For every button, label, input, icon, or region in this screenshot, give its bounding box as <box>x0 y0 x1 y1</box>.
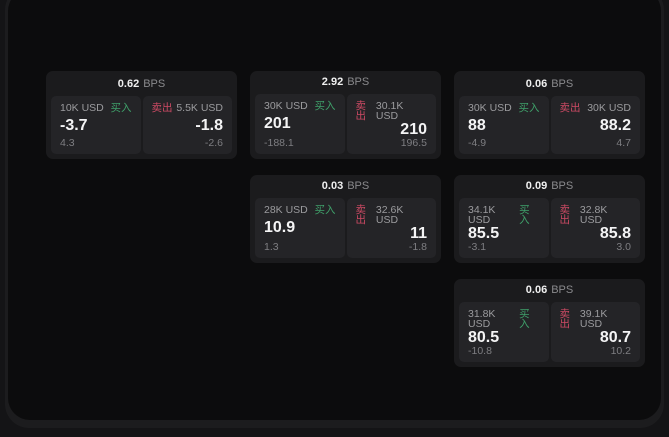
sell-size-label: 32.8K USD <box>579 203 608 226</box>
buy-size-label: 34.1K USD <box>468 203 496 226</box>
buy-side-tag: 买入 <box>518 102 540 114</box>
bps-value: 2.92 <box>321 76 344 89</box>
sell-price: 80.7 <box>599 328 631 346</box>
buy-price: 85.5 <box>468 224 500 242</box>
buy-side-tag: 买入 <box>110 102 132 114</box>
sell-price: 210 <box>400 120 427 138</box>
buy-sub-value: -188.1 <box>264 136 294 149</box>
buy-quote-panel[interactable]: 10K USD 买入 -3.7 4.3 <box>51 96 141 154</box>
bps-header: 0.09 BPS <box>459 179 640 194</box>
buy-side-tag: 买入 <box>519 203 530 226</box>
quote-card[interactable]: 0.06 BPS 30K USD 买入 88 -4.9 卖出 30K USD 8… <box>454 71 645 159</box>
quotes-page: 0.62 BPS 10K USD 买入 -3.7 4.3 卖出 5.5K USD… <box>8 0 661 420</box>
sell-side-tag: 卖出 <box>355 99 367 122</box>
bps-value: 0.03 <box>321 180 344 193</box>
buy-quote-panel[interactable]: 28K USD 买入 10.9 1.3 <box>255 197 345 258</box>
bps-unit-label: BPS <box>347 180 370 193</box>
quote-card[interactable]: 0.03 BPS 28K USD 买入 10.9 1.3 卖出 32.6K US… <box>250 175 441 263</box>
bps-value: 0.09 <box>525 180 548 193</box>
buy-price: 80.5 <box>468 328 500 346</box>
quote-card[interactable]: 0.09 BPS 34.1K USD 买入 85.5 -3.1 卖出 32.8K… <box>454 175 645 263</box>
buy-side-tag: 买入 <box>314 99 336 112</box>
sell-price: 85.8 <box>599 224 631 242</box>
sell-price: -1.8 <box>195 116 223 134</box>
buy-price: 88 <box>468 116 486 134</box>
sell-size-label: 5.5K USD <box>176 102 223 114</box>
bps-value: 0.06 <box>525 284 548 297</box>
sell-side-tag: 卖出 <box>559 307 571 330</box>
sell-sub-value: 3.0 <box>616 240 631 253</box>
buy-size-label: 30K USD <box>468 102 512 114</box>
bps-unit-label: BPS <box>143 77 166 90</box>
quote-card[interactable]: 0.62 BPS 10K USD 买入 -3.7 4.3 卖出 5.5K USD… <box>46 71 237 159</box>
bps-unit-label: BPS <box>551 284 574 297</box>
sell-size-label: 32.6K USD <box>375 203 404 226</box>
sell-side-tag: 卖出 <box>355 203 367 226</box>
bps-header: 0.62 BPS <box>51 75 232 92</box>
sell-size-label: 30K USD <box>587 102 631 114</box>
bps-header: 0.06 BPS <box>459 75 640 92</box>
sell-sub-value: 196.5 <box>400 136 427 149</box>
buy-size-label: 30K USD <box>264 99 308 112</box>
sell-price: 88.2 <box>599 116 631 134</box>
sell-side-tag: 卖出 <box>559 102 581 114</box>
bps-header: 0.03 BPS <box>255 179 436 194</box>
buy-sub-value: -3.1 <box>468 240 487 253</box>
sell-side-tag: 卖出 <box>151 102 173 114</box>
bps-unit-label: BPS <box>551 77 574 90</box>
quote-card-grid: 0.62 BPS 10K USD 买入 -3.7 4.3 卖出 5.5K USD… <box>46 71 645 367</box>
sell-price: 11 <box>410 224 427 242</box>
buy-quote-panel[interactable]: 30K USD 买入 88 -4.9 <box>459 96 549 154</box>
sell-quote-panel[interactable]: 卖出 32.6K USD 11 -1.8 <box>346 197 436 258</box>
buy-quote-panel[interactable]: 31.8K USD 买入 80.5 -10.8 <box>459 301 549 362</box>
sell-sub-value: 10.2 <box>610 344 631 357</box>
quote-card[interactable]: 0.06 BPS 31.8K USD 买入 80.5 -10.8 卖出 39.1… <box>454 279 645 367</box>
sell-sub-value: 4.7 <box>616 136 631 149</box>
buy-price: 201 <box>264 115 291 133</box>
buy-size-label: 10K USD <box>60 102 104 114</box>
bps-value: 0.62 <box>117 77 140 90</box>
sell-quote-panel[interactable]: 卖出 30K USD 88.2 4.7 <box>550 96 640 154</box>
sell-sub-value: -1.8 <box>408 240 427 253</box>
bps-header: 2.92 BPS <box>255 75 436 90</box>
sell-quote-panel[interactable]: 卖出 5.5K USD -1.8 -2.6 <box>142 96 232 154</box>
sell-sub-value: -2.6 <box>204 136 223 149</box>
buy-price: 10.9 <box>264 219 296 237</box>
quote-card[interactable]: 2.92 BPS 30K USD 买入 201 -188.1 卖出 30.1K … <box>250 71 441 159</box>
sell-size-label: 30.1K USD <box>375 99 404 122</box>
buy-sub-value: -4.9 <box>468 136 487 149</box>
buy-side-tag: 买入 <box>314 203 336 216</box>
buy-quote-panel[interactable]: 34.1K USD 买入 85.5 -3.1 <box>459 197 549 258</box>
sell-quote-panel[interactable]: 卖出 30.1K USD 210 196.5 <box>346 93 436 154</box>
buy-sub-value: 4.3 <box>60 136 75 149</box>
buy-sub-value: -10.8 <box>468 344 492 357</box>
app-window: 0.62 BPS 10K USD 买入 -3.7 4.3 卖出 5.5K USD… <box>5 0 664 428</box>
buy-size-label: 31.8K USD <box>468 307 496 330</box>
sell-side-tag: 卖出 <box>559 203 571 226</box>
sell-size-label: 39.1K USD <box>579 307 608 330</box>
buy-price: -3.7 <box>60 116 88 134</box>
buy-quote-panel[interactable]: 30K USD 买入 201 -188.1 <box>255 93 345 154</box>
sell-quote-panel[interactable]: 卖出 32.8K USD 85.8 3.0 <box>550 197 640 258</box>
bps-header: 0.06 BPS <box>459 283 640 298</box>
bps-unit-label: BPS <box>347 76 370 89</box>
sell-quote-panel[interactable]: 卖出 39.1K USD 80.7 10.2 <box>550 301 640 362</box>
buy-size-label: 28K USD <box>264 203 308 216</box>
bps-value: 0.06 <box>525 77 548 90</box>
buy-side-tag: 买入 <box>519 307 530 330</box>
bps-unit-label: BPS <box>551 180 574 193</box>
buy-sub-value: 1.3 <box>264 240 279 253</box>
